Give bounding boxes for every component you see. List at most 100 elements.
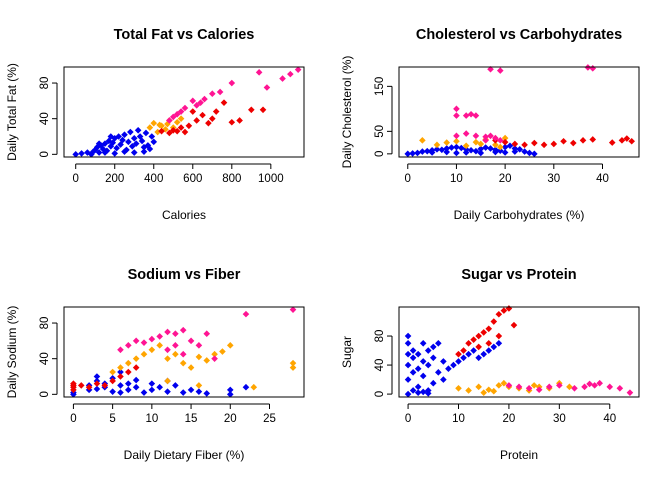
data-point xyxy=(414,350,422,358)
data-point xyxy=(501,138,509,146)
data-point xyxy=(453,137,460,145)
data-point xyxy=(236,117,243,124)
data-point xyxy=(487,132,494,140)
data-point xyxy=(424,390,432,397)
data-point xyxy=(177,115,185,122)
data-point xyxy=(156,333,163,340)
data-point xyxy=(409,150,416,157)
panel-sodium-vs-fiber: Sodium vs Fiber Daily Dietary Fiber (%) … xyxy=(5,267,305,462)
data-point xyxy=(101,382,109,389)
data-point xyxy=(440,376,447,383)
x-tick-label: 400 xyxy=(144,173,163,185)
x-tick-label: 600 xyxy=(183,173,202,185)
data-point xyxy=(443,148,451,156)
data-point xyxy=(117,364,124,371)
data-point xyxy=(166,129,173,137)
data-point xyxy=(579,137,587,144)
data-point xyxy=(404,390,412,398)
panel-title: Total Fat vs Calories xyxy=(114,27,255,43)
data-point xyxy=(72,151,80,158)
data-point xyxy=(156,342,163,349)
data-point xyxy=(164,388,171,395)
data-point xyxy=(146,145,154,153)
data-point xyxy=(506,142,514,150)
data-point xyxy=(177,108,185,115)
data-point xyxy=(465,350,472,358)
data-point xyxy=(586,380,593,388)
data-point xyxy=(545,383,553,391)
data-point xyxy=(195,342,203,349)
data-point xyxy=(424,347,432,354)
data-point xyxy=(455,350,462,358)
data-point xyxy=(495,310,503,318)
data-point xyxy=(556,382,563,389)
x-tick-label: 0 xyxy=(70,413,76,425)
data-point xyxy=(414,389,422,396)
data-point xyxy=(475,332,482,340)
data-point xyxy=(540,141,548,149)
y-tick-label: 80 xyxy=(39,77,51,90)
data-point xyxy=(205,119,212,127)
data-point xyxy=(448,144,455,151)
data-point xyxy=(616,384,624,392)
x-axis: 0 10 20 30 40 xyxy=(405,403,616,425)
data-point xyxy=(78,150,85,157)
data-point xyxy=(492,141,499,149)
data-point xyxy=(189,108,197,115)
data-point xyxy=(453,112,460,119)
data-point xyxy=(125,359,132,367)
data-point xyxy=(515,383,523,391)
data-point xyxy=(148,346,156,354)
data-point xyxy=(93,385,101,393)
data-point xyxy=(445,365,452,372)
plot-frame xyxy=(63,66,305,158)
data-point xyxy=(496,147,504,154)
data-point xyxy=(477,149,485,157)
x-axis-label: Daily Carbohydrates (%) xyxy=(454,208,585,222)
y-axis-label: Daily Total Fat (%) xyxy=(5,63,19,161)
data-point xyxy=(169,113,177,121)
data-point xyxy=(132,383,140,391)
x-axis-label: Daily Dietary Fiber (%) xyxy=(124,448,245,462)
data-point xyxy=(130,149,138,156)
data-point xyxy=(423,147,431,155)
data-point xyxy=(148,335,156,343)
data-point xyxy=(195,388,203,395)
data-point xyxy=(117,389,124,396)
data-point xyxy=(164,120,171,128)
plot-frame xyxy=(63,306,305,398)
data-point xyxy=(117,382,124,389)
data-point xyxy=(628,137,635,145)
data-point xyxy=(501,134,509,142)
data-point xyxy=(70,380,77,387)
data-point xyxy=(550,140,558,148)
y-tick-label: 0 xyxy=(374,151,386,157)
data-point xyxy=(419,137,426,144)
data-point xyxy=(490,343,498,351)
data-point xyxy=(216,88,224,96)
data-point xyxy=(130,134,138,142)
data-point xyxy=(495,332,503,340)
data-point xyxy=(164,346,171,354)
data-point xyxy=(429,354,437,362)
data-point xyxy=(404,150,412,158)
data-point xyxy=(173,127,181,135)
data-point xyxy=(187,386,195,394)
data-point xyxy=(140,148,148,155)
data-point xyxy=(89,148,97,155)
x-axis: 0 200 400 600 800 1000 xyxy=(73,163,284,185)
data-point xyxy=(142,129,150,137)
data-point xyxy=(560,137,567,145)
x-tick-label: 30 xyxy=(553,413,566,425)
data-point xyxy=(475,343,482,351)
data-point xyxy=(428,149,436,156)
data-point xyxy=(263,84,271,91)
data-point xyxy=(93,373,101,380)
data-point xyxy=(465,339,472,347)
y-tick-label: 40 xyxy=(39,112,51,125)
data-point xyxy=(608,139,616,146)
data-point xyxy=(173,118,181,126)
data-point xyxy=(164,355,171,362)
data-point xyxy=(119,136,126,144)
data-point xyxy=(199,111,206,119)
